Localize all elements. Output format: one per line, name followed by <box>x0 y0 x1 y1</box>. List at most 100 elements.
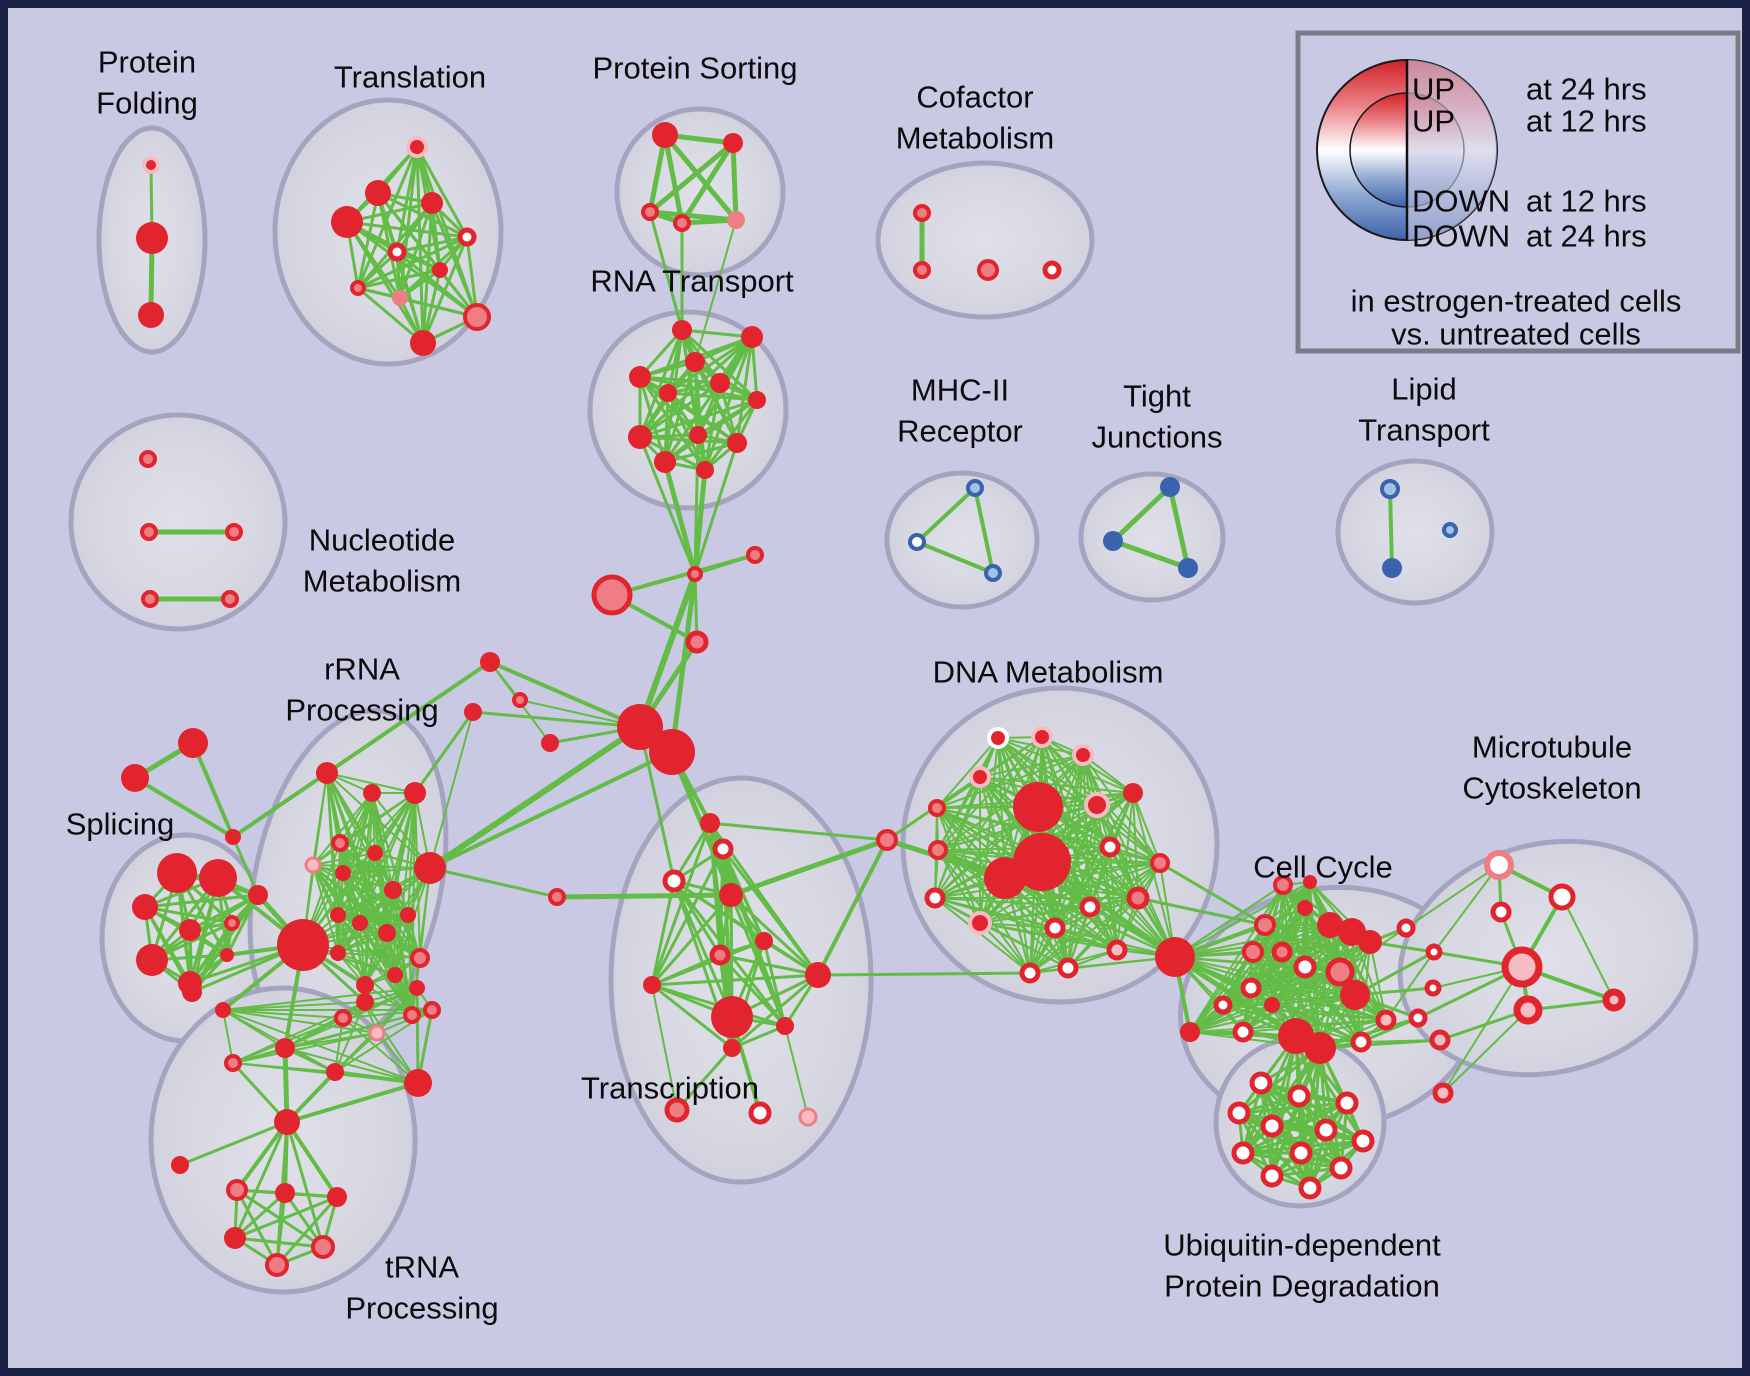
gene-node <box>1264 997 1280 1013</box>
gene-node <box>1501 946 1543 988</box>
cluster-label-cofactor-metabolism: Cofactor <box>916 80 1033 115</box>
edge <box>326 772 416 794</box>
edge <box>337 852 376 954</box>
edge <box>915 486 977 544</box>
gene-node <box>987 727 1009 749</box>
gene-node <box>1358 930 1382 954</box>
gene-node <box>142 156 160 174</box>
gene-node <box>138 302 164 328</box>
edge <box>709 821 888 842</box>
gene-node <box>1602 988 1626 1012</box>
edge <box>816 839 889 976</box>
edge <box>429 866 558 899</box>
gene-node <box>672 320 692 340</box>
gene-node <box>1260 1164 1284 1188</box>
edge <box>191 742 235 838</box>
edge <box>679 141 736 225</box>
edge <box>639 398 758 439</box>
cluster-label-nucleotide-metabolism: Metabolism <box>303 564 462 599</box>
cluster-label-protein-folding: Folding <box>96 86 198 121</box>
gene-node <box>685 630 709 654</box>
gene-node <box>404 1069 432 1097</box>
edge <box>1442 966 1523 1094</box>
gene-node <box>1314 1118 1338 1142</box>
gene-node <box>225 523 243 541</box>
gene-node <box>662 869 686 893</box>
edge <box>395 251 425 344</box>
edge <box>937 849 981 924</box>
edge <box>650 880 676 986</box>
gene-node <box>225 829 241 845</box>
gene-node <box>1287 1084 1311 1108</box>
gene-node <box>913 261 931 279</box>
gene-node <box>984 857 1026 899</box>
gene-node <box>331 206 363 238</box>
gene-node <box>746 546 764 564</box>
gene-node <box>226 1179 248 1201</box>
cluster-label-protein-sorting: Protein Sorting <box>592 51 797 86</box>
gene-node <box>463 303 491 331</box>
gene-node <box>641 203 659 221</box>
edge <box>334 1017 344 1073</box>
edge <box>1250 987 1362 1043</box>
edge <box>979 862 1161 924</box>
gene-node <box>1293 955 1317 979</box>
edge <box>1309 881 1387 1021</box>
gene-node <box>1079 896 1101 918</box>
edge <box>1096 804 1176 958</box>
edge <box>359 922 413 1016</box>
gene-node <box>1155 937 1195 977</box>
edge <box>730 837 888 898</box>
gene-node <box>1396 918 1416 938</box>
gene-node <box>928 840 948 860</box>
gene-node <box>221 590 239 608</box>
edge <box>729 893 820 977</box>
gene-node <box>274 1109 300 1135</box>
gene-node <box>1297 900 1313 916</box>
gene-node <box>335 865 351 881</box>
edge <box>693 434 700 575</box>
edge <box>648 211 684 331</box>
cluster-tight-junctions <box>1078 471 1226 603</box>
gene-node <box>1340 980 1370 1010</box>
edge <box>694 219 737 363</box>
edge <box>1159 861 1266 927</box>
edge <box>731 973 819 1050</box>
gene-node <box>719 883 743 907</box>
edge <box>285 1121 325 1248</box>
edge <box>232 1032 378 1064</box>
edge <box>286 1081 419 1124</box>
gene-node <box>275 1038 295 1058</box>
edge <box>364 932 388 986</box>
gene-node <box>1126 886 1150 910</box>
cluster-nucleotide-metabolism <box>68 412 288 632</box>
cluster-label-microtubule-cytoskeleton: Cytoskeleton <box>1462 771 1641 806</box>
edge <box>979 754 1084 778</box>
gene-node <box>136 222 168 254</box>
gene-node <box>1429 1029 1451 1051</box>
edge <box>312 852 376 866</box>
edge <box>638 436 697 575</box>
edge <box>364 1001 419 1084</box>
edge <box>1360 1039 1441 1043</box>
gene-node <box>649 729 695 775</box>
cluster-label-translation: Translation <box>334 60 486 95</box>
gene-node <box>432 262 448 278</box>
edge <box>1189 994 1356 1033</box>
gene-node <box>248 885 268 905</box>
gene-node <box>1490 901 1512 923</box>
gene-node <box>673 214 691 232</box>
edge <box>233 1121 289 1239</box>
edge <box>312 864 339 954</box>
edge <box>1174 884 1284 958</box>
edge <box>222 987 418 1011</box>
edge <box>337 792 373 916</box>
edge <box>386 792 416 934</box>
edge <box>979 922 1056 929</box>
gene-node <box>406 136 428 158</box>
edge <box>672 880 734 1018</box>
gene-node <box>968 911 992 935</box>
cluster-label-ubiquitin-degradation: Protein Degradation <box>1164 1269 1440 1304</box>
